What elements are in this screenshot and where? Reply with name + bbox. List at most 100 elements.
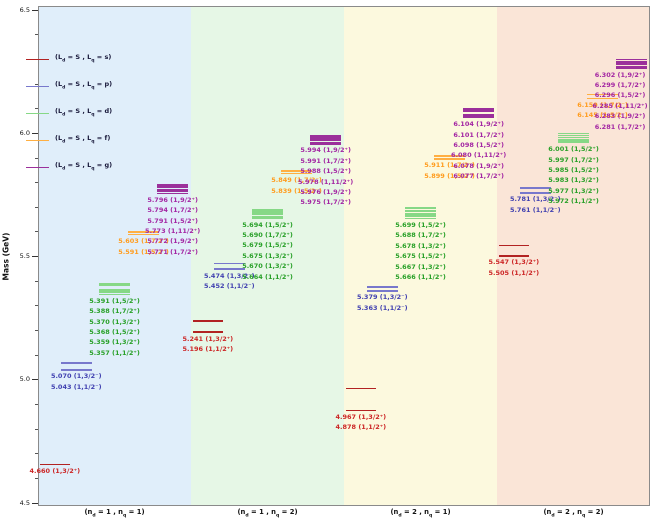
level-label: 5.983 (1,3/2⁺) (548, 176, 599, 185)
level-label: 6.145 (1,5/2⁻) (577, 111, 628, 120)
plot-frame (38, 6, 650, 506)
x-axis-column-label: (nd = 2 , nq = 1) (390, 508, 451, 519)
level-line (463, 116, 494, 119)
level-label: 5.379 (1,3/2⁻) (356, 293, 408, 302)
y-tick (32, 256, 38, 257)
level-label: 5.391 (1,5/2⁺) (89, 296, 140, 305)
level-line (616, 63, 647, 66)
level-line (366, 286, 398, 288)
level-label: 6.283 (1,9/2⁺) (594, 112, 646, 121)
y-minor-tick (34, 305, 38, 307)
level-line (616, 62, 647, 64)
level-line (519, 187, 551, 189)
level-line (128, 234, 159, 236)
level-line (252, 212, 283, 214)
level-line (463, 111, 494, 113)
y-minor-tick (34, 108, 38, 109)
level-line (252, 214, 283, 216)
level-line (281, 172, 312, 175)
y-minor-tick (34, 231, 38, 233)
level-line (99, 285, 130, 287)
level-label: 5.388 (1,7/2⁺) (89, 307, 140, 316)
legend-item-s: (Ld = S , Lq = s) (26, 46, 146, 73)
column-band (38, 6, 191, 506)
level-label: 5.359 (1,3/2⁺) (89, 338, 140, 347)
level-label: 5.196 (1,1/2⁺) (182, 345, 234, 354)
level-label: 5.975 (1,7/2⁺) (300, 198, 351, 207)
column-band (191, 6, 344, 506)
y-minor-tick (34, 404, 38, 405)
level-line (157, 190, 188, 193)
level-line (157, 189, 188, 191)
x-axis-column-label: (nd = 1 , nq = 2) (237, 508, 298, 519)
level-line (252, 208, 283, 211)
level-line (405, 210, 436, 212)
level-label: 5.761 (1,1/2⁻) (509, 205, 561, 214)
level-label: 5.796 (1,9/2⁺) (147, 195, 198, 204)
column-band (344, 6, 497, 506)
level-label: 5.839 (1,5/2⁻) (271, 186, 322, 195)
y-minor-tick (34, 83, 38, 85)
level-line (157, 183, 188, 185)
level-label: 5.357 (1,1/2⁺) (89, 348, 140, 357)
level-label: 5.241 (1,3/2⁺) (182, 334, 234, 343)
level-label: 5.994 (1,9/2⁺) (300, 146, 351, 155)
level-line (213, 268, 245, 270)
level-label: 5.675 (1,5/2⁺) (395, 252, 446, 261)
level-label: 5.771 (1,7/2⁺) (147, 247, 198, 256)
level-label: 5.688 (1,7/2⁺) (395, 231, 446, 240)
legend-label: (Ld = S , Lq = g) (55, 161, 113, 172)
legend-line-swatch (26, 85, 49, 88)
level-label: 5.978 (1,11/2⁺) (298, 177, 354, 186)
y-minor-tick (34, 280, 38, 282)
level-line (405, 216, 436, 218)
level-line (345, 387, 377, 390)
level-line (99, 293, 130, 296)
level-label: 5.991 (1,7/2⁺) (300, 156, 351, 165)
y-minor-tick (34, 330, 38, 331)
level-line (39, 463, 71, 465)
level-line (405, 212, 436, 214)
level-label: 6.101 (1,7/2⁺) (453, 130, 504, 139)
level-line (558, 138, 589, 141)
level-label: 5.675 (1,3/2⁺) (242, 251, 293, 260)
level-label: 5.988 (1,5/2⁺) (300, 167, 351, 176)
level-label: 5.505 (1,1/2⁺) (488, 268, 540, 277)
level-label: 6.285 (1,11/2⁺) (592, 101, 648, 110)
legend-line-swatch (26, 112, 49, 115)
y-tick-label: 4.5 (19, 498, 30, 507)
level-label: 5.043 (1,1/2⁻) (50, 382, 102, 391)
level-label: 5.977 (1,3/2⁺) (548, 186, 599, 195)
level-line (558, 134, 589, 137)
level-label: 5.849 (1,7/2⁻) (271, 176, 322, 185)
level-line (99, 290, 130, 292)
level-line (434, 158, 465, 160)
level-line (60, 369, 92, 371)
level-line (366, 290, 398, 292)
y-tick-label: 6.0 (19, 128, 30, 137)
level-label: 6.001 (1,5/2⁺) (548, 145, 599, 154)
level-label: 5.603 (1,7/2⁻) (118, 237, 169, 246)
level-label: 6.296 (1,5/2⁺) (594, 91, 646, 100)
y-minor-tick (34, 477, 38, 479)
level-label: 5.591 (1,5/2⁻) (118, 247, 169, 256)
y-tick-label: 5.5 (19, 252, 30, 260)
level-line (463, 113, 494, 115)
legend-line-swatch (26, 166, 49, 169)
level-label: 5.997 (1,7/2⁺) (548, 155, 599, 164)
level-label: 5.664 (1,1/2⁺) (242, 272, 293, 281)
y-minor-tick (34, 182, 38, 183)
level-label: 6.077 (1,7/2⁺) (453, 172, 504, 181)
level-line (463, 109, 494, 111)
legend-item-g: (Ld = S , Lq = g) (26, 154, 146, 181)
y-tick-label: 5.0 (19, 375, 30, 384)
level-label: 5.773 (1,11/2⁺) (145, 227, 201, 235)
level-line (192, 320, 224, 322)
level-line (157, 186, 188, 189)
level-line (252, 217, 283, 219)
level-line (99, 291, 130, 294)
level-line (310, 141, 341, 143)
level-line (616, 60, 647, 62)
level-line (310, 138, 341, 140)
level-label: 4.878 (1,1/2⁺) (335, 423, 387, 432)
